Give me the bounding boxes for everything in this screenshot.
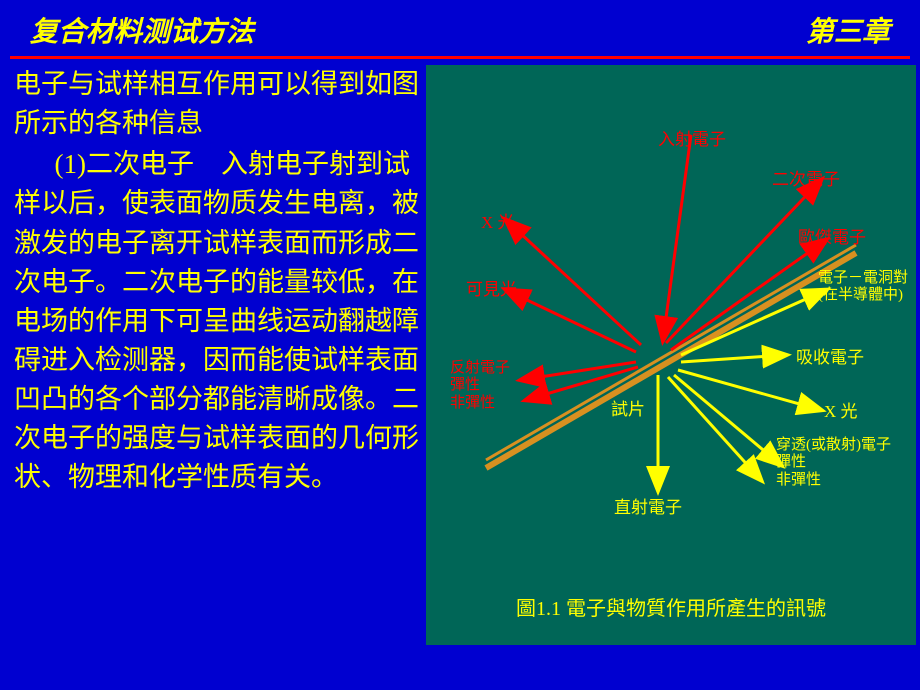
header-right: 第三章: [806, 10, 890, 50]
diagram-label: X 光: [824, 397, 858, 422]
diagram-label: 反射電子彈性非彈性: [450, 360, 510, 412]
diagram-label: 可見光: [466, 275, 517, 300]
diagram-label: 直射電子: [614, 493, 682, 518]
diagram-label: 試片: [611, 395, 645, 420]
diagram-label: X 光: [481, 208, 515, 233]
header-left: 复合材料测试方法: [30, 10, 254, 50]
diagram-label: 穿透(或散射)電子彈性非彈性: [776, 437, 891, 489]
diagram-panel: 圖1.1 電子與物質作用所產生的訊號 入射電子二次電子X 光歐傑電子可見光電子－…: [426, 65, 916, 645]
slide-header: 复合材料测试方法 第三章: [0, 0, 920, 56]
diagram-label: 入射電子: [658, 125, 726, 150]
diagram-caption: 圖1.1 電子與物質作用所產生的訊號: [426, 592, 916, 621]
diagram-label: 歐傑電子: [798, 223, 866, 248]
content-row: 电子与试样相互作用可以得到如图所示的各种信息 (1)二次电子 入射电子射到试样以…: [0, 59, 920, 645]
diagram-label: 吸收電子: [796, 343, 864, 368]
diagram-label: 二次電子: [772, 165, 840, 190]
paragraph-1: (1)二次电子 入射电子射到试样以后，使表面物质发生电离，被激发的电子离开试样表…: [14, 145, 422, 497]
paragraph-intro: 电子与试样相互作用可以得到如图所示的各种信息: [14, 65, 422, 143]
body-text: 电子与试样相互作用可以得到如图所示的各种信息 (1)二次电子 入射电子射到试样以…: [14, 65, 422, 645]
diagram-label: 電子－電洞對(在半導體中): [818, 270, 908, 305]
